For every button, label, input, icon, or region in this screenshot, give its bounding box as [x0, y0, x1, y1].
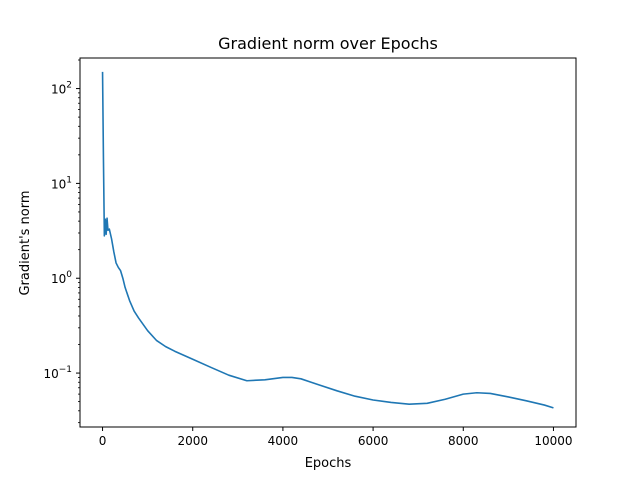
- chart-title: Gradient norm over Epochs: [218, 34, 438, 53]
- y-tick-label: 100: [51, 270, 72, 286]
- y-tick-label: 101: [51, 175, 72, 191]
- y-tick-label: 102: [51, 81, 72, 97]
- series-line-0: [101, 71, 554, 409]
- x-tick-label: 10000: [534, 434, 572, 448]
- x-axis: 0 2000 4000 6000 8000 10000: [99, 427, 573, 448]
- x-tick-label: 8000: [448, 434, 479, 448]
- plot-area: [101, 71, 554, 409]
- x-tick-label: 0: [99, 434, 107, 448]
- y-axis-label: Gradient's norm: [18, 190, 33, 295]
- x-axis-label: Epochs: [305, 456, 352, 471]
- x-tick-label: 2000: [177, 434, 208, 448]
- plot-frame: [79, 57, 577, 428]
- x-tick-label: 6000: [358, 434, 389, 448]
- y-axis: 10−1 100 101 102: [43, 59, 80, 424]
- y-tick-label: 10−1: [43, 365, 72, 381]
- x-tick-label: 4000: [268, 434, 299, 448]
